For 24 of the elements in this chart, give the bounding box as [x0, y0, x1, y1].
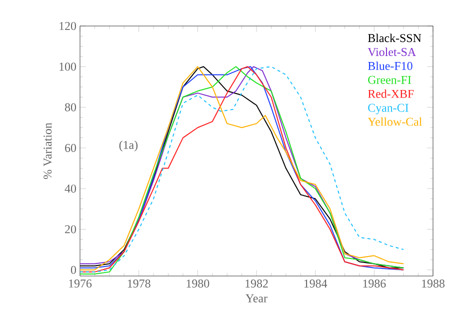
x-tick-label: 1980	[186, 280, 210, 288]
y-tick-label: 20	[65, 225, 76, 234]
text: Blue-F10	[368, 62, 412, 70]
y-axis-title: % Variation	[44, 122, 52, 179]
y-tick-label: 60	[65, 144, 76, 152]
x-tick-label: 1978	[128, 280, 150, 288]
text: Green-FI	[368, 76, 412, 84]
text: Black-SSN	[368, 34, 422, 42]
x-tick-label: 1982	[246, 280, 268, 288]
annotation: (1a)	[119, 140, 138, 152]
text: Red-XBF	[368, 89, 414, 98]
y-tick-label: 100	[60, 62, 76, 71]
text: Yellow-Cal	[368, 117, 422, 126]
text: Violet-SA	[368, 48, 416, 56]
x-tick-label: 1986	[363, 280, 386, 288]
text: Cyan-CI	[368, 104, 408, 114]
y-tick-label: 80	[64, 103, 76, 112]
x-tick-label: 1988	[422, 280, 444, 288]
x-tick-label: 1976	[69, 280, 92, 288]
y-tick-label: 40	[64, 184, 76, 193]
y-tick-label: 120	[60, 22, 76, 30]
x-axis-title: Year	[246, 294, 268, 302]
y-tick-label: 0	[70, 266, 76, 274]
x-tick-label: 1984	[304, 280, 328, 288]
